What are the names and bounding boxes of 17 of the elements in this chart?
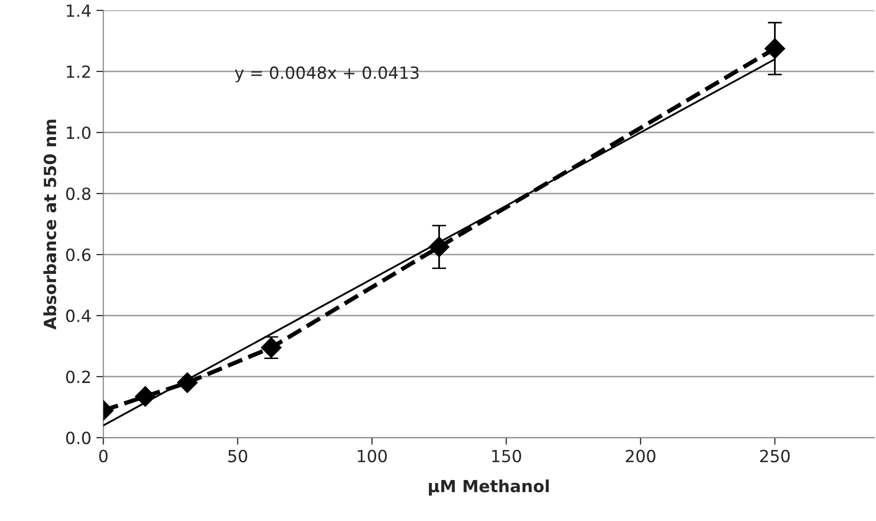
y-tick-label: 0.2: [66, 370, 90, 384]
x-tick-label: 0: [99, 450, 108, 462]
y-tick-label: 1.0: [66, 126, 90, 140]
x-axis-title: µM Methanol: [428, 479, 549, 496]
x-tick-label: 100: [358, 450, 387, 462]
y-tick-label: 0.8: [66, 187, 90, 200]
y-tick-label: 1.4: [66, 4, 91, 17]
x-tick-label: 50: [228, 450, 248, 462]
x-tick-label: 200: [626, 450, 656, 462]
x-tick-label: 250: [760, 450, 790, 462]
y-tick-label: 1.2: [66, 65, 90, 78]
y-tick-label: 0.0: [66, 432, 90, 444]
x-tick-label: 150: [492, 450, 522, 462]
y-axis-title: Absorbance at 550 nm: [43, 120, 56, 330]
y-tick-label: 0.4: [66, 310, 91, 322]
y-tick-label: 0.6: [66, 248, 91, 262]
annotation: y = 0.0048x + 0.0413: [234, 66, 419, 82]
